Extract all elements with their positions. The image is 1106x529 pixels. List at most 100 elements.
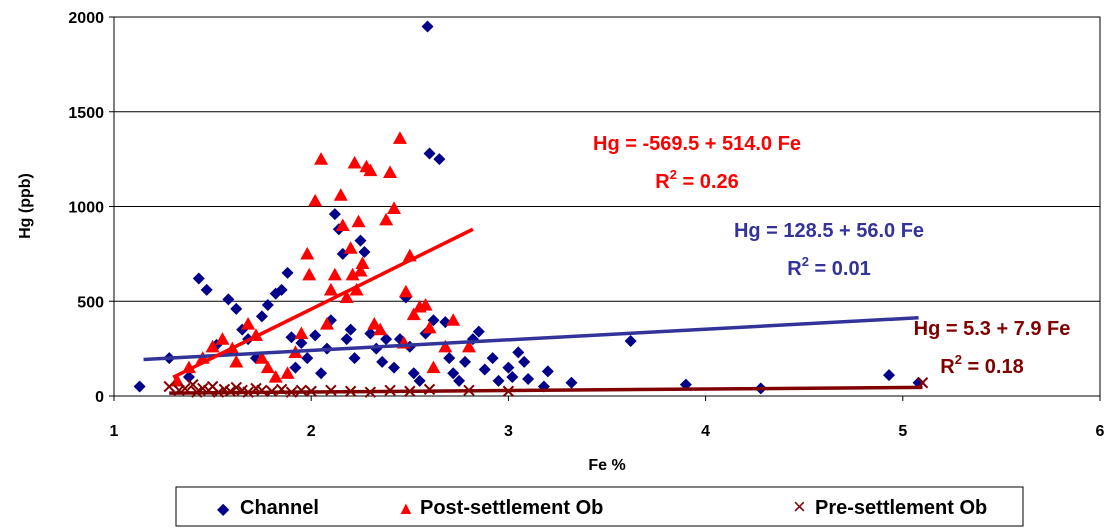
point-channel	[275, 283, 288, 296]
point-post-settlement	[215, 332, 230, 345]
point-channel	[453, 374, 466, 387]
point-post-settlement	[422, 320, 437, 334]
point-pre-settlement	[163, 380, 175, 393]
x-tick-label: 6	[1096, 423, 1105, 440]
point-channel	[478, 363, 491, 376]
point-channel	[285, 331, 298, 344]
point-channel	[388, 361, 401, 374]
channel-r2-value: = 0.01	[809, 258, 871, 280]
x-tick-label: 1	[110, 423, 119, 440]
point-post-settlement	[387, 201, 402, 214]
channel-r2-sup: 2	[802, 254, 809, 269]
point-channel	[328, 208, 341, 221]
point-channel	[348, 352, 361, 365]
gridlines	[114, 111, 1100, 302]
channel-equation: Hg = 128.5 + 56.0 Fe	[734, 220, 924, 242]
point-channel	[486, 352, 499, 365]
point-post-settlement	[319, 316, 334, 330]
y-tick-label: 500	[77, 294, 104, 311]
x-tick-label: 2	[307, 423, 316, 440]
point-channel	[882, 369, 895, 382]
point-post-settlement	[343, 241, 358, 254]
point-post-settlement	[327, 267, 342, 281]
legend: ◆ Channel ▲ Post-settlement Ob × Pre-set…	[175, 486, 1024, 527]
data-points	[133, 20, 929, 398]
point-channel	[512, 346, 525, 359]
point-channel	[492, 374, 505, 387]
pre-r2: R2 = 0.18	[940, 352, 1023, 378]
point-channel	[459, 355, 472, 368]
annotation-pre-settlement: Hg = 5.3 + 7.9 Fe R2 = 0.18	[914, 318, 1071, 378]
point-post-settlement	[345, 267, 360, 281]
post-r2: R2 = 0.26	[655, 167, 738, 193]
point-channel	[624, 335, 637, 348]
point-channel	[447, 367, 460, 380]
point-post-settlement	[392, 131, 407, 144]
point-post-settlement	[383, 165, 398, 178]
point-channel	[423, 147, 436, 160]
point-channel	[364, 327, 377, 340]
point-pre-settlement	[187, 378, 199, 391]
point-post-settlement	[438, 339, 453, 353]
x-axis-title: Fe %	[588, 457, 625, 474]
post-r2-sup: 2	[670, 167, 677, 182]
point-post-settlement	[323, 282, 338, 296]
y-tick-label: 1000	[68, 200, 104, 217]
point-channel	[407, 367, 420, 380]
point-post-settlement	[367, 316, 382, 330]
legend-box	[175, 486, 1024, 527]
y-axis-title: Hg (ppb)	[17, 173, 34, 239]
point-post-settlement	[294, 326, 309, 340]
legend-item-channel: ◆ Channel	[217, 497, 319, 519]
point-post-settlement	[406, 307, 421, 321]
point-post-settlement	[335, 218, 350, 232]
annotation-post-settlement: Hg = -569.5 + 514.0 Fe R2 = 0.26	[593, 133, 801, 193]
point-post-settlement	[379, 212, 394, 226]
trendline-channel	[143, 315, 919, 362]
point-channel	[182, 371, 195, 384]
point-post-settlement	[426, 360, 441, 374]
point-post-settlement	[446, 313, 461, 326]
point-channel	[192, 272, 205, 285]
legend-item-pre-settlement: × Pre-settlement Ob	[793, 494, 987, 519]
channel-r2-label: R	[787, 258, 802, 280]
point-channel	[358, 245, 371, 258]
point-channel	[541, 365, 554, 378]
point-channel	[413, 374, 426, 387]
point-channel	[421, 20, 434, 33]
point-post-settlement	[205, 339, 220, 353]
point-channel	[443, 352, 456, 365]
point-post-settlement	[333, 188, 348, 201]
point-post-settlement	[349, 282, 364, 296]
pre-r2-value: = 0.18	[962, 356, 1024, 378]
point-channel	[281, 266, 294, 279]
point-channel	[315, 367, 328, 380]
pre-r2-label: R	[940, 356, 955, 378]
x-tick-label: 4	[701, 423, 710, 440]
point-channel	[340, 333, 353, 346]
point-channel	[222, 293, 235, 306]
point-channel	[261, 299, 274, 312]
y-tick-label: 2000	[68, 10, 104, 27]
x-tick-label: 3	[504, 423, 513, 440]
annotation-channel: Hg = 128.5 + 56.0 Fe R2 = 0.01	[734, 220, 924, 280]
legend-label-post-settlement: Post-settlement Ob	[420, 497, 603, 519]
legend-symbol-channel: ◆	[217, 501, 230, 518]
point-channel	[522, 372, 535, 385]
point-channel	[565, 376, 578, 389]
point-channel	[133, 380, 146, 393]
point-channel	[301, 352, 314, 365]
point-channel	[230, 302, 243, 315]
point-post-settlement	[461, 339, 476, 353]
x-tick-labels: 1 2 3 4 5 6	[110, 396, 1105, 440]
point-post-settlement	[302, 267, 317, 281]
point-post-settlement	[229, 354, 244, 368]
point-post-settlement	[308, 193, 323, 207]
point-channel	[376, 355, 389, 368]
point-post-settlement	[398, 284, 413, 298]
point-post-settlement	[418, 298, 433, 311]
point-channel	[472, 325, 485, 338]
legend-symbol-post-settlement: ▲	[397, 498, 415, 518]
point-channel	[289, 361, 302, 374]
